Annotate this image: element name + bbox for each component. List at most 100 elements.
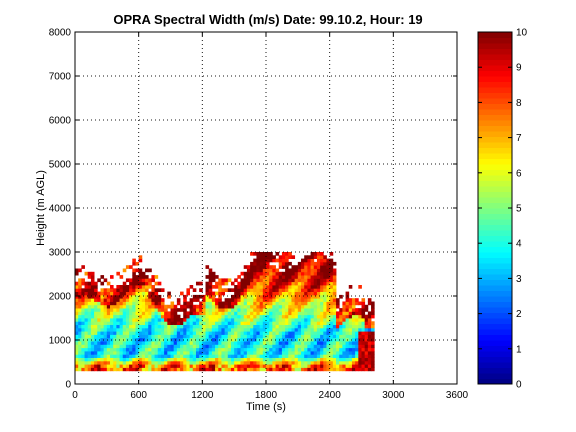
heatmap-cell [148,304,152,309]
heatmap-cell [192,334,197,339]
heatmap-cell [157,367,162,372]
heatmap-cell [211,318,216,322]
heatmap-cell [75,324,79,329]
heatmap-cell [332,351,337,355]
heatmap-cell [132,327,136,332]
heatmap-cell [371,304,375,309]
heatmap-cell [336,314,340,319]
heatmap-cell [310,347,315,352]
heatmap-cell [234,318,238,322]
heatmap-cell [256,265,261,269]
heatmap-cell [269,265,273,269]
heatmap-cell [294,324,299,329]
heatmap-cell [97,314,101,319]
heatmap-cell [157,294,162,299]
colorbar-swatch [478,76,512,82]
heatmap-cell [145,351,149,355]
heatmap-cell [326,298,331,302]
heatmap-cell [342,337,346,342]
heatmap-cell [192,360,197,365]
colorbar-swatch [478,263,512,269]
heatmap-cell [160,341,165,345]
heatmap-cell [148,301,152,306]
colorbar-swatch [478,378,512,385]
heatmap-cell [278,347,283,352]
heatmap-cell [304,321,308,325]
heatmap-cell [262,298,267,302]
heatmap-cell [230,357,235,362]
heatmap-cell [348,285,353,289]
heatmap-cell [224,357,229,362]
heatmap-cell [288,314,292,319]
heatmap-cell [224,327,229,332]
heatmap-cell [332,331,337,335]
heatmap-cell [84,285,89,289]
heatmap-cell [81,281,85,286]
heatmap-cell [129,341,133,345]
heatmap-cell [218,314,222,319]
heatmap-cell [145,268,149,273]
heatmap-cell [132,364,136,368]
heatmap-cell [285,364,289,368]
heatmap-cell [272,294,276,299]
heatmap-cell [259,268,264,273]
heatmap-cell [132,318,136,322]
heatmap-cell [100,327,105,332]
heatmap-cell [367,351,372,355]
heatmap-cell [97,367,101,372]
heatmap-cell [361,347,366,352]
heatmap-cell [221,331,226,335]
heatmap-cell [256,337,261,342]
heatmap-cell [192,308,197,312]
heatmap-cell [246,298,251,302]
heatmap-cell [215,347,219,352]
heatmap-cell [90,344,95,349]
heatmap-cell [348,298,353,302]
heatmap-cell [78,298,82,302]
heatmap-cell [253,278,257,283]
heatmap-cell [122,311,127,316]
heatmap-cell [253,360,257,365]
heatmap-cell [304,344,308,349]
heatmap-cell [87,331,92,335]
heatmap-cell [310,261,315,266]
heatmap-cell [135,268,140,273]
heatmap-cell [253,311,257,316]
heatmap-cell [348,331,353,335]
heatmap-cell [266,255,270,259]
heatmap-cell [145,281,149,286]
heatmap-cell [170,357,175,362]
heatmap-cell [336,331,340,335]
heatmap-cell [281,294,286,299]
heatmap-cell [291,360,296,365]
heatmap-cell [310,321,315,325]
heatmap-cell [272,278,276,283]
heatmap-cell [167,331,171,335]
heatmap-cell [246,341,251,345]
heatmap-cell [97,301,101,306]
heatmap-cell [256,311,261,316]
heatmap-cell [183,311,187,316]
heatmap-cell [135,298,140,302]
heatmap-cell [164,354,168,358]
heatmap-cell [148,278,152,283]
heatmap-cell [221,314,226,319]
heatmap-cell [275,341,280,345]
heatmap-cell [262,288,267,292]
heatmap-cell [351,364,356,368]
heatmap-cell [160,344,165,349]
heatmap-cell [145,321,149,325]
heatmap-cell [310,298,315,302]
heatmap-cell [78,268,82,273]
heatmap-cell [307,258,311,263]
heatmap-cell [208,281,213,286]
heatmap-cell [275,337,280,342]
heatmap-cell [224,324,229,329]
heatmap-cell [173,357,178,362]
heatmap-cell [281,298,286,302]
heatmap-cell [307,294,311,299]
heatmap-cell [294,294,299,299]
heatmap-cell [240,278,245,283]
heatmap-cell [116,318,120,322]
heatmap-cell [272,301,276,306]
